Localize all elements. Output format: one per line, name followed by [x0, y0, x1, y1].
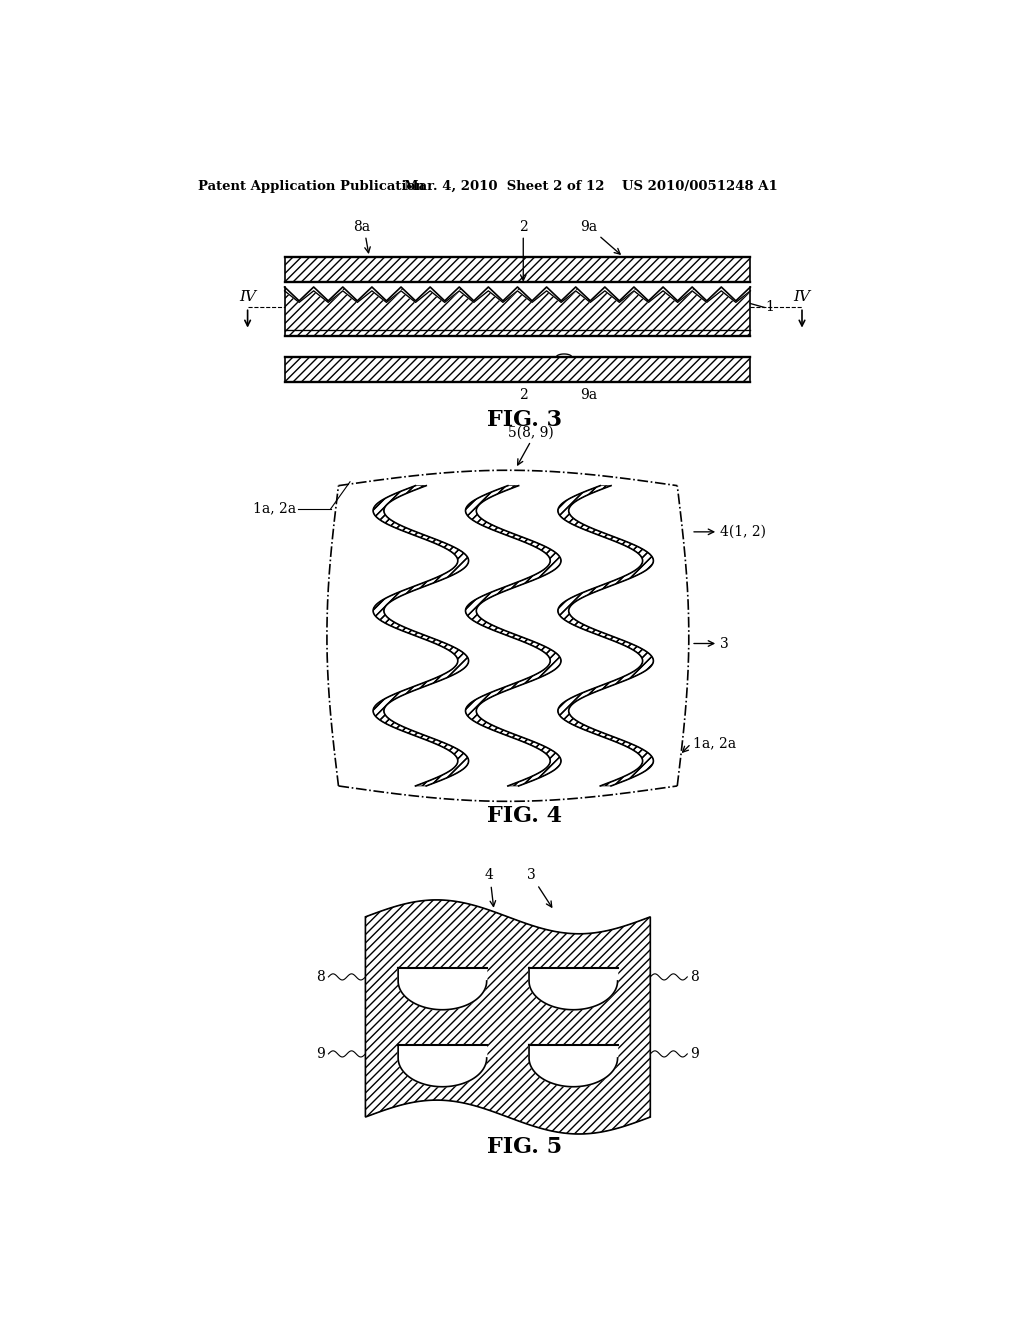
Bar: [285, 358, 751, 381]
Text: Patent Application Publication: Patent Application Publication: [199, 180, 425, 193]
Text: 1: 1: [766, 301, 775, 314]
Polygon shape: [529, 1044, 617, 1086]
Text: 3: 3: [526, 869, 536, 882]
Text: 8: 8: [690, 970, 699, 983]
Text: 3: 3: [720, 636, 728, 651]
Text: IV: IV: [794, 289, 811, 304]
Text: Mar. 4, 2010  Sheet 2 of 12: Mar. 4, 2010 Sheet 2 of 12: [403, 180, 604, 193]
Text: 4: 4: [484, 869, 493, 882]
Polygon shape: [398, 1044, 486, 1086]
Text: 9: 9: [316, 1047, 326, 1061]
Polygon shape: [366, 900, 650, 1134]
Text: 1a, 2a: 1a, 2a: [692, 737, 736, 751]
Bar: [285, 257, 751, 281]
Text: 4(1, 2): 4(1, 2): [720, 525, 766, 539]
Text: US 2010/0051248 A1: US 2010/0051248 A1: [622, 180, 777, 193]
Bar: [285, 286, 751, 335]
Text: FIG. 3: FIG. 3: [487, 409, 562, 430]
Text: 9: 9: [690, 1047, 699, 1061]
Text: 2: 2: [519, 388, 527, 401]
Polygon shape: [529, 968, 617, 1010]
Text: 9a: 9a: [581, 388, 597, 401]
Text: IV: IV: [239, 289, 256, 304]
Text: 8: 8: [316, 970, 326, 983]
Text: 2: 2: [519, 220, 527, 234]
Polygon shape: [285, 286, 751, 301]
Text: 5(8, 9): 5(8, 9): [508, 425, 554, 440]
Text: FIG. 5: FIG. 5: [487, 1137, 562, 1159]
Text: 8a: 8a: [353, 220, 370, 234]
Text: FIG. 4: FIG. 4: [487, 805, 562, 828]
Polygon shape: [285, 290, 751, 302]
Text: 9a: 9a: [581, 220, 597, 234]
Polygon shape: [398, 968, 486, 1010]
Text: 1a, 2a: 1a, 2a: [253, 502, 296, 516]
